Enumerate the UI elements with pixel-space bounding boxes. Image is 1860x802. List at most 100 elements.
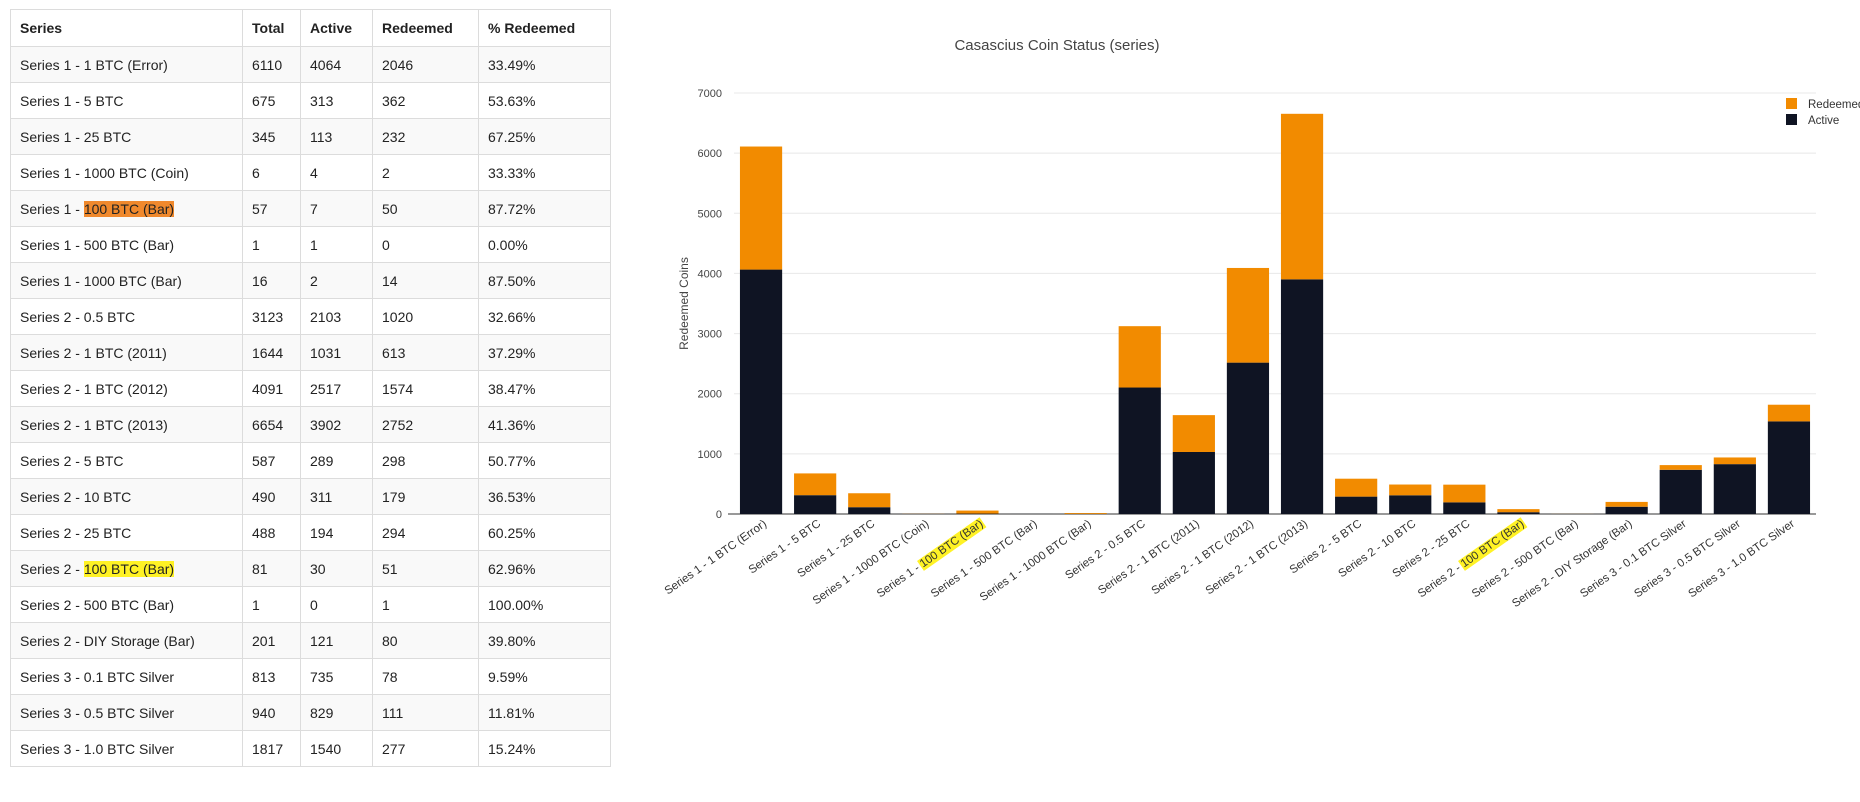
x-tick-label-group: Series 3 - 0.5 BTC Silver	[1632, 518, 1743, 601]
cell-redeemed: 0	[373, 227, 479, 263]
bar-active[interactable]	[1606, 507, 1648, 514]
x-tick-label-prefix: Series 2 -	[1416, 560, 1466, 600]
cell-redeemed: 78	[373, 659, 479, 695]
cell-total: 587	[243, 443, 301, 479]
y-tick-label: 5000	[698, 208, 722, 220]
series-label-prefix: Series 1 -	[20, 201, 84, 217]
bar-redeemed[interactable]	[794, 473, 836, 495]
header-series[interactable]: Series	[11, 10, 243, 47]
cell-pct-redeemed: 15.24%	[479, 731, 611, 767]
bar-active[interactable]	[794, 495, 836, 514]
cell-total: 6	[243, 155, 301, 191]
x-tick-label: Series 3 - 0.5 BTC Silver	[1632, 518, 1743, 601]
legend-swatch-redeemed	[1786, 98, 1797, 109]
x-tick-label-group: Series 1 - 1000 BTC (Bar)	[978, 518, 1094, 604]
header-active[interactable]: Active	[301, 10, 373, 47]
cell-pct-redeemed: 60.25%	[479, 515, 611, 551]
cell-redeemed: 277	[373, 731, 479, 767]
bar-active[interactable]	[1443, 502, 1485, 514]
cell-pct-redeemed: 100.00%	[479, 587, 611, 623]
y-axis-label: Redeemed Coins	[677, 257, 691, 350]
cell-pct-redeemed: 11.81%	[479, 695, 611, 731]
cell-active: 735	[301, 659, 373, 695]
bar-redeemed[interactable]	[740, 147, 782, 270]
bar-active[interactable]	[1281, 279, 1323, 514]
cell-total: 940	[243, 695, 301, 731]
cell-series: Series 2 - 0.5 BTC	[11, 299, 243, 335]
bar-active[interactable]	[1173, 452, 1215, 514]
header-total[interactable]: Total	[243, 10, 301, 47]
series-label-highlight: 100 BTC (Bar)	[84, 561, 174, 577]
bar-redeemed[interactable]	[1119, 326, 1161, 387]
bar-active[interactable]	[848, 507, 890, 514]
cell-redeemed: 111	[373, 695, 479, 731]
bar-active[interactable]	[1714, 464, 1756, 514]
bar-active[interactable]	[1660, 470, 1702, 514]
cell-redeemed: 179	[373, 479, 479, 515]
bar-active[interactable]	[1768, 421, 1810, 514]
cell-total: 81	[243, 551, 301, 587]
bar-active[interactable]	[1227, 363, 1269, 514]
header-pct-redeemed[interactable]: % Redeemed	[479, 10, 611, 47]
cell-total: 4091	[243, 371, 301, 407]
bar-redeemed[interactable]	[1443, 485, 1485, 503]
bar-redeemed[interactable]	[1173, 415, 1215, 452]
cell-active: 121	[301, 623, 373, 659]
bar-redeemed[interactable]	[1606, 502, 1648, 507]
cell-active: 4	[301, 155, 373, 191]
cell-series: Series 2 - DIY Storage (Bar)	[11, 623, 243, 659]
cell-series: Series 2 - 10 BTC	[11, 479, 243, 515]
bar-redeemed[interactable]	[956, 511, 998, 514]
x-tick-label: Series 3 - 1.0 BTC Silver	[1686, 518, 1797, 601]
cell-total: 201	[243, 623, 301, 659]
x-tick-label-prefix: Series 1 -	[875, 560, 925, 600]
cell-series: Series 2 - 5 BTC	[11, 443, 243, 479]
bar-redeemed[interactable]	[1335, 479, 1377, 497]
cell-total: 813	[243, 659, 301, 695]
cell-active: 289	[301, 443, 373, 479]
y-tick-label: 4000	[698, 268, 722, 280]
cell-series: Series 2 - 25 BTC	[11, 515, 243, 551]
legend-label-redeemed[interactable]: Redeemed	[1808, 99, 1860, 111]
bar-redeemed[interactable]	[848, 493, 890, 507]
cell-redeemed: 80	[373, 623, 479, 659]
bar-redeemed[interactable]	[1065, 513, 1107, 514]
cell-total: 345	[243, 119, 301, 155]
bar-redeemed[interactable]	[1768, 405, 1810, 422]
header-redeemed[interactable]: Redeemed	[373, 10, 479, 47]
x-tick-label: Series 2 - 100 BTC (Bar)	[1416, 518, 1527, 601]
cell-active: 1	[301, 227, 373, 263]
cell-total: 1817	[243, 731, 301, 767]
bar-redeemed[interactable]	[1660, 465, 1702, 470]
cell-active: 30	[301, 551, 373, 587]
x-tick-label-group: Series 2 - 500 BTC (Bar)	[1470, 518, 1581, 601]
x-tick-label-group: Series 1 - 1 BTC (Error)	[663, 518, 769, 598]
bar-redeemed[interactable]	[1227, 268, 1269, 363]
legend-label-active[interactable]: Active	[1808, 115, 1839, 127]
cell-total: 57	[243, 191, 301, 227]
bar-active[interactable]	[740, 270, 782, 514]
x-tick-label: Series 2 - 1 BTC (2013)	[1204, 518, 1310, 598]
cell-series: Series 1 - 1000 BTC (Bar)	[11, 263, 243, 299]
bar-redeemed[interactable]	[1714, 457, 1756, 464]
bar-redeemed[interactable]	[1281, 114, 1323, 280]
x-tick-label: Series 2 - 1 BTC (2011)	[1096, 518, 1202, 597]
cell-active: 4064	[301, 47, 373, 83]
cell-active: 829	[301, 695, 373, 731]
cell-pct-redeemed: 32.66%	[479, 299, 611, 335]
bar-active[interactable]	[1497, 512, 1539, 514]
cell-series: Series 2 - 1 BTC (2013)	[11, 407, 243, 443]
bar-active[interactable]	[1119, 388, 1161, 514]
cell-series: Series 1 - 100 BTC (Bar)	[11, 191, 243, 227]
bar-redeemed[interactable]	[1389, 485, 1431, 496]
bar-active[interactable]	[1335, 497, 1377, 514]
bar-redeemed[interactable]	[1497, 509, 1539, 512]
y-tick-label: 6000	[698, 148, 722, 160]
bar-active[interactable]	[1389, 495, 1431, 514]
cell-active: 2103	[301, 299, 373, 335]
